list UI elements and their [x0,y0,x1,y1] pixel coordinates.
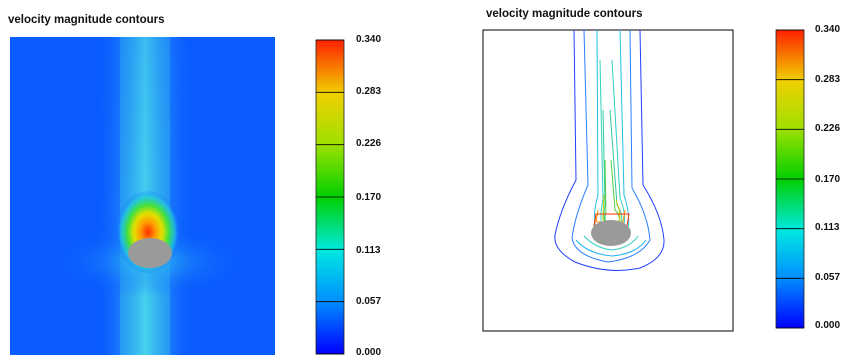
right-tick-6: 0.000 [815,320,840,331]
left-tick-1: 0.283 [356,86,381,97]
left-plot-title: velocity magnitude contours [8,14,165,26]
right-tick-1: 0.283 [815,74,840,85]
right-tick-0: 0.340 [815,24,840,35]
contour-line-11 [583,235,639,251]
right-plot-domain [482,29,734,332]
left-tick-2: 0.226 [356,138,381,149]
left-tick-0: 0.340 [356,34,381,45]
contour-line-outer [554,29,665,271]
left-colorbar: 0.340 0.283 0.226 0.170 0.113 0.057 0.00… [315,34,381,358]
right-tick-3: 0.170 [815,174,840,185]
left-tick-3: 0.170 [356,192,381,203]
right-tick-2: 0.226 [815,123,840,134]
right-colorbar: 0.340 0.283 0.226 0.170 0.113 0.057 0.00… [775,24,840,331]
right-tick-4: 0.113 [815,222,840,233]
right-cylinder [591,220,631,246]
contour-line-2 [571,29,651,263]
right-plot-title: velocity magnitude contours [486,8,643,20]
right-tick-5: 0.057 [815,272,840,283]
left-tick-4: 0.113 [356,245,381,256]
left-tick-6: 0.000 [356,347,381,358]
left-cylinder [128,238,172,268]
left-tick-5: 0.057 [356,296,381,307]
contour-line-10 [575,239,647,257]
